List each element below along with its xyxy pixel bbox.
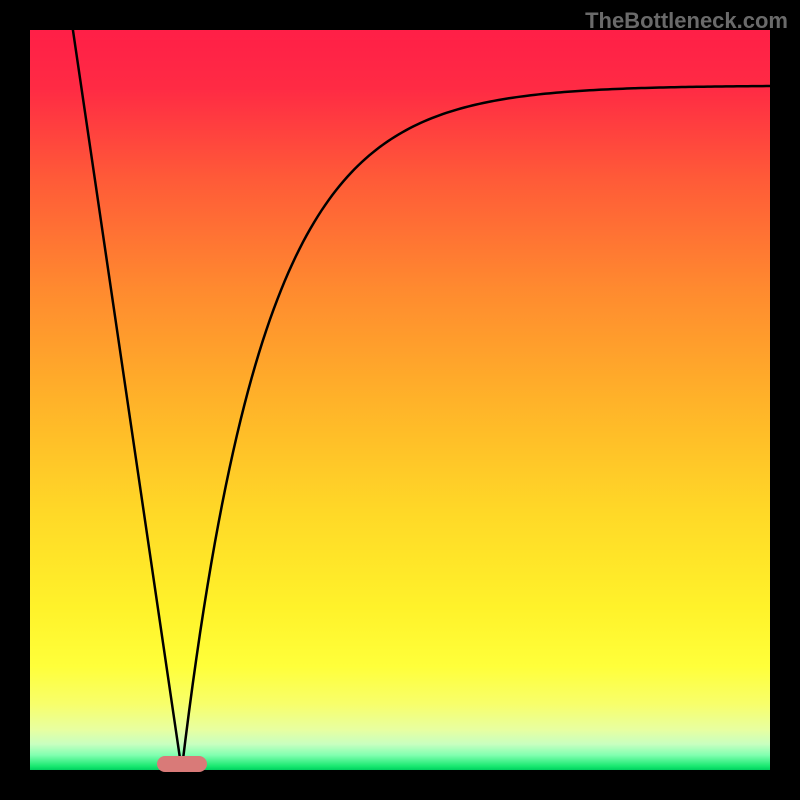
watermark-text: TheBottleneck.com: [585, 8, 788, 34]
bottleneck-curve: [73, 30, 770, 770]
plot-area: [30, 30, 770, 770]
curve-layer: [30, 30, 770, 770]
vertex-marker: [157, 756, 207, 772]
